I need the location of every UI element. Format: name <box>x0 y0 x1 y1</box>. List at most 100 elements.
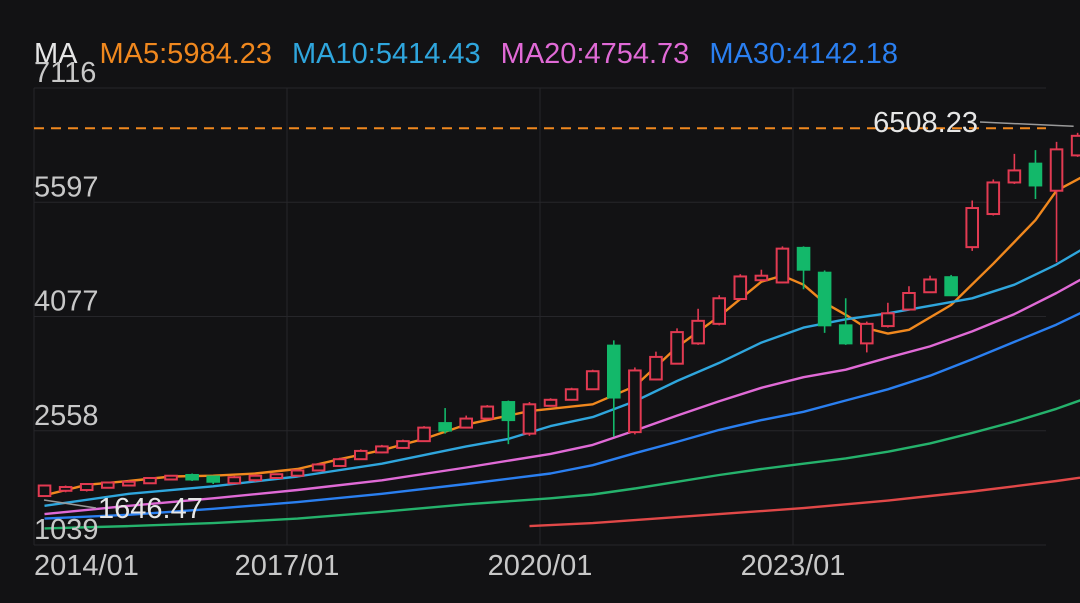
candle-body <box>859 322 874 345</box>
candle-body <box>37 484 52 498</box>
candle-body <box>396 440 410 449</box>
candle-body <box>628 369 642 434</box>
candle-body <box>353 449 368 461</box>
candle-body <box>1070 134 1080 157</box>
candle-body <box>1007 169 1022 184</box>
candles <box>37 132 1080 498</box>
candle-body <box>311 463 326 472</box>
candle <box>585 369 600 391</box>
candle-body <box>480 405 495 420</box>
x-axis-labels: 2014/01 2017/01 2020/01 2023/01 <box>34 550 845 582</box>
candle <box>248 474 263 482</box>
candle-body <box>754 274 769 282</box>
candle <box>902 286 916 311</box>
ma-line-ma30 <box>44 311 1080 520</box>
candle <box>37 484 52 498</box>
candle <box>649 351 663 381</box>
candle <box>164 474 178 481</box>
candle-body <box>543 398 558 407</box>
candle <box>501 400 516 445</box>
ma-lines <box>44 176 1080 530</box>
candle <box>543 398 558 407</box>
y-tick-label: 2558 <box>34 400 99 432</box>
candle-body <box>838 324 853 345</box>
candle-body <box>1049 148 1064 192</box>
ma-line-ma10 <box>44 249 1080 507</box>
candle-body <box>185 473 199 481</box>
candle-body <box>100 481 115 489</box>
candle <box>881 302 895 328</box>
candle-body <box>248 474 263 482</box>
candle <box>206 475 221 485</box>
ma20-legend-item: MA20:4754.73 <box>500 37 690 70</box>
ma-line-ma5 <box>44 176 1080 497</box>
candle <box>712 295 727 326</box>
candle-body <box>227 476 242 485</box>
candle-body <box>691 319 705 345</box>
candle-body <box>290 469 305 477</box>
candle-body <box>375 445 389 454</box>
candle-body <box>332 458 347 467</box>
candle-body <box>459 417 474 429</box>
candle <box>796 246 811 290</box>
candle <box>79 483 94 492</box>
ma-legend: MA MA5:5984.23 MA10:5414.43 MA20:4754.73… <box>34 34 898 74</box>
candle-body <box>606 344 621 399</box>
y-axis-labels: 7116 5597 4077 2558 1039 <box>34 57 99 546</box>
candle <box>459 415 474 429</box>
candle <box>670 328 684 365</box>
candle <box>480 405 495 420</box>
candle-body <box>417 426 431 443</box>
ma30-legend-item: MA30:4142.18 <box>709 37 898 70</box>
x-tick-label: 2017/01 <box>235 550 340 582</box>
candle-body <box>585 370 600 391</box>
min-annotation-leader <box>43 499 97 509</box>
candle <box>396 439 410 449</box>
candle <box>817 270 832 333</box>
candle-body <box>670 331 684 365</box>
candle-body <box>733 275 748 301</box>
candle-body <box>796 246 811 271</box>
candle-body <box>501 401 516 422</box>
x-tick-label: 2023/01 <box>741 550 846 582</box>
candle <box>227 475 242 485</box>
ma-legend-title: MA <box>34 37 78 70</box>
candle <box>986 179 1001 216</box>
candle-body <box>923 278 937 294</box>
candle-body <box>206 475 221 483</box>
max-annotation-leader <box>979 121 1074 128</box>
ma-line-ma120 <box>529 476 1080 528</box>
candle <box>754 269 769 282</box>
candle <box>1007 153 1022 184</box>
candle <box>691 308 705 345</box>
candle <box>944 274 958 297</box>
ma5-legend-item: MA5:5984.23 <box>99 37 273 70</box>
y-tick-label: 7116 <box>34 57 96 89</box>
candle <box>143 476 157 485</box>
candle-body <box>164 474 178 481</box>
x-tick-label: 2020/01 <box>488 550 593 582</box>
ma10-legend-item: MA10:5414.43 <box>292 37 481 70</box>
candle <box>417 426 431 443</box>
candle-body <box>79 483 94 492</box>
candle <box>923 275 937 294</box>
grid <box>33 87 1046 546</box>
ma-line-ma20 <box>44 278 1080 516</box>
candle <box>1049 141 1064 263</box>
candle <box>375 444 389 454</box>
candle-body <box>58 486 73 492</box>
candle-body <box>712 297 727 325</box>
candle <box>269 473 284 479</box>
candle <box>185 473 199 482</box>
candle <box>733 274 748 301</box>
candle <box>775 246 790 284</box>
candle <box>859 321 874 353</box>
candle <box>353 449 368 461</box>
ma-line-ma60 <box>44 399 1080 530</box>
candle-body <box>649 355 663 381</box>
candle <box>628 367 642 435</box>
candle-body <box>944 276 958 297</box>
candle <box>332 457 347 467</box>
candle <box>606 340 621 437</box>
